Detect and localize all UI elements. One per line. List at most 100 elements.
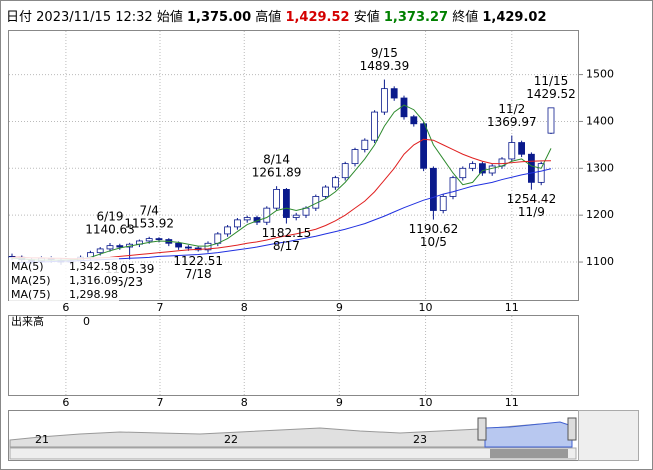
scrollbar[interactable] [9, 447, 577, 460]
x-tick-label: 7 [156, 301, 163, 314]
candle-body [488, 165, 496, 174]
y-tick-label: 1100 [586, 255, 614, 268]
candle-body [155, 238, 163, 241]
header: 日付 2023/11/15 12:32 始値 1,375.00 高値 1,429… [6, 9, 547, 25]
candle-body [429, 167, 437, 211]
volume-value: 0 [83, 315, 90, 328]
legend-name: MA(25) [11, 274, 51, 287]
date-label: 日付 [6, 10, 32, 25]
field-label: 始値 [157, 9, 183, 25]
field-value: 1,429.52 [285, 10, 349, 25]
date-value: 2023/11/15 12:32 [36, 10, 153, 25]
candle-body [96, 248, 104, 254]
navigator-side [578, 410, 639, 461]
candle-body [371, 111, 379, 141]
x-tick-label: 6 [62, 396, 69, 409]
x-tick-label: 8 [241, 301, 248, 314]
header-text: 日付 2023/11/15 12:32 始値 1,375.00 高値 1,429… [6, 9, 547, 25]
candle-body [420, 123, 428, 169]
y-tick-label: 1200 [586, 208, 614, 221]
candle-body [224, 226, 232, 235]
navigator-label: 22 [224, 433, 238, 446]
annotation: 8/17 [273, 239, 300, 253]
y-tick-label: 1300 [586, 161, 614, 174]
annotation: 11/2 [498, 102, 525, 116]
annotation: 7/4 [140, 203, 159, 217]
candle-body [508, 142, 516, 160]
y-tick-label: 1500 [586, 68, 614, 81]
candle-body [537, 163, 545, 183]
legend-value: 1,298.98 [69, 288, 118, 301]
volume-label: 出来高 [11, 314, 44, 328]
candle-body [439, 196, 447, 211]
annotation: 1190.62 [409, 222, 459, 236]
scrollbar-thumb[interactable] [490, 449, 568, 458]
legend-box [9, 257, 119, 301]
field-value: 1,373.27 [384, 10, 448, 25]
candle-body [361, 139, 369, 150]
x-tick-label: 9 [336, 396, 343, 409]
ma-line [11, 104, 552, 261]
annotation: 5/23 [116, 275, 143, 289]
annotation: 1122.51 [173, 254, 223, 268]
y-tick-label: 1400 [586, 114, 614, 127]
candle-body [273, 189, 281, 209]
annotation: 11/15 [534, 74, 569, 88]
candle-body [331, 177, 339, 188]
candle-body [351, 149, 359, 165]
x-tick-label: 6 [62, 301, 69, 314]
field-label: 終値 [452, 9, 478, 25]
candle-body [341, 163, 349, 179]
legend-value: 1,316.09 [69, 274, 118, 287]
navigator-handle[interactable] [567, 417, 577, 441]
candle-body [469, 163, 477, 169]
annotation: 11/9 [518, 205, 545, 219]
navigator-handle[interactable] [477, 417, 487, 441]
volume-panel [8, 315, 579, 396]
legend-name: MA(75) [11, 288, 51, 301]
x-tick-label: 10 [419, 396, 433, 409]
candle-body [449, 177, 457, 197]
annotation: 1261.89 [252, 166, 302, 180]
navigator-label: 21 [35, 433, 49, 446]
candle-body [233, 219, 241, 228]
annotation: 1153.92 [124, 216, 174, 230]
candle-body [400, 97, 408, 118]
x-tick-label: 10 [419, 301, 433, 314]
field-label: 安値 [354, 9, 380, 25]
annotation: 1182.15 [262, 226, 312, 240]
field-value: 1,429.02 [482, 10, 546, 25]
candle-body [528, 153, 535, 183]
candle-body [184, 246, 192, 249]
candle-body [478, 163, 486, 174]
x-tick-label: 9 [336, 301, 343, 314]
candle-body [175, 242, 183, 248]
candle-body [547, 107, 555, 134]
candle-body [292, 214, 300, 218]
candle-body [106, 245, 114, 250]
navigator-label: 23 [413, 433, 427, 446]
candle-body [263, 207, 271, 223]
annotation: 6/19 [97, 209, 124, 223]
candle-body [518, 142, 525, 155]
candle-body [390, 88, 398, 99]
field-label: 高値 [255, 9, 281, 25]
annotation: 7/18 [185, 267, 212, 281]
candle-body [282, 189, 290, 218]
candle-body [302, 207, 310, 216]
candle-body [116, 245, 124, 248]
candle-body [322, 186, 330, 197]
annotation: 1429.52 [526, 87, 576, 101]
annotation: 10/5 [420, 235, 447, 249]
x-tick-label: 11 [505, 301, 519, 314]
candle-body [380, 88, 388, 113]
x-tick-label: 7 [156, 396, 163, 409]
candle-body [459, 167, 467, 179]
legend-name: MA(5) [11, 260, 44, 273]
annotation: 1369.97 [487, 115, 537, 129]
annotation: 1254.42 [507, 192, 557, 206]
legend-value: 1,342.58 [69, 260, 118, 273]
annotation: 1489.39 [360, 59, 410, 73]
x-tick-label: 11 [505, 396, 519, 409]
